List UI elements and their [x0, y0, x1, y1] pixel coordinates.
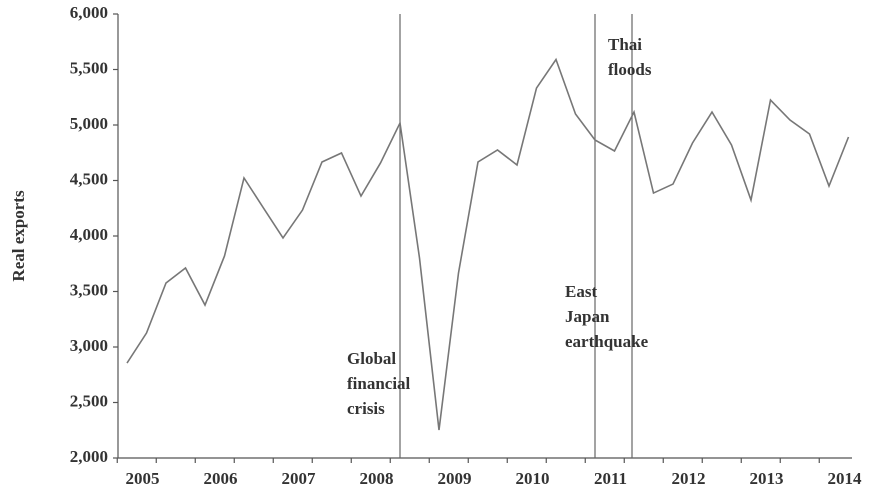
annotation: earthquake [565, 332, 649, 351]
y-tick-label: 4,000 [70, 225, 108, 244]
x-tick-label: 2014 [828, 469, 863, 488]
y-tick-label: 6,000 [70, 3, 108, 22]
x-tick-label: 2008 [360, 469, 394, 488]
annotation: floods [608, 60, 652, 79]
annotation: East [565, 282, 597, 301]
y-tick-label: 2,000 [70, 447, 108, 466]
y-tick-label: 2,500 [70, 391, 108, 410]
annotation: financial [347, 374, 411, 393]
x-tick-label: 2009 [438, 469, 472, 488]
annotation: crisis [347, 399, 385, 418]
x-tick-label: 2012 [672, 469, 706, 488]
annotation: Global [347, 349, 396, 368]
annotation: Thai [608, 35, 642, 54]
y-tick-label: 3,000 [70, 336, 108, 355]
y-tick-label: 3,500 [70, 280, 108, 299]
x-tick-label: 2010 [516, 469, 550, 488]
x-tick-label: 2005 [126, 469, 160, 488]
data-line [126, 57, 850, 431]
y-axis-label: Real exports [9, 190, 28, 282]
y-tick-label: 4,500 [70, 169, 108, 188]
x-tick-label: 2011 [594, 469, 627, 488]
x-tick-label: 2007 [282, 469, 317, 488]
y-tick-label: 5,500 [70, 58, 108, 77]
x-tick-label: 2006 [204, 469, 238, 488]
x-tick-label: 2013 [750, 469, 784, 488]
annotation: Japan [565, 307, 610, 326]
y-tick-label: 5,000 [70, 114, 108, 133]
